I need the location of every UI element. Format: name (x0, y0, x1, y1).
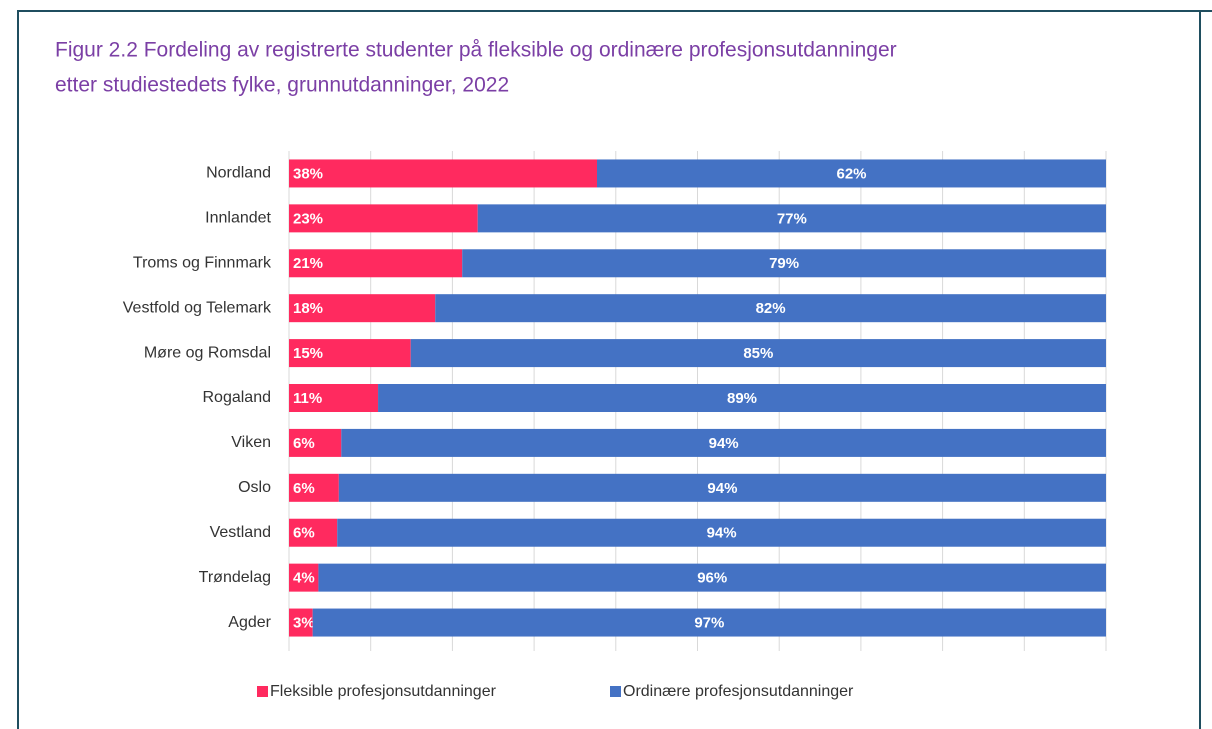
data-label: 77% (777, 210, 807, 227)
bar-segment (289, 473, 339, 502)
data-label: 79% (769, 255, 799, 272)
data-label: 89% (727, 390, 757, 407)
y-tick-label: Vestfold og Telemark (123, 299, 272, 316)
y-tick-label: Trøndelag (199, 569, 271, 586)
y-tick-label: Møre og Romsdal (144, 344, 271, 361)
data-label: 6% (293, 480, 315, 497)
bar-segment (289, 518, 338, 547)
data-label: 94% (709, 435, 739, 452)
bar-segment (289, 204, 478, 233)
y-tick-label: Viken (231, 434, 271, 451)
y-tick-label: Nordland (206, 165, 271, 182)
bar-segment (289, 428, 342, 457)
bar-segment (289, 294, 436, 323)
y-tick-label: Rogaland (203, 389, 272, 406)
data-label: 94% (707, 480, 737, 497)
bar-segment (289, 563, 319, 592)
bar-segment (312, 608, 1106, 637)
chart-title: etter studiestedets fylke, grunnutdannin… (55, 74, 509, 97)
legend-label: Ordinære profesjonsutdanninger (623, 683, 854, 700)
bar-segment (337, 518, 1106, 547)
data-label: 82% (756, 300, 786, 317)
frame (17, 10, 1212, 729)
bar-segment (435, 294, 1106, 323)
data-label: 94% (707, 525, 737, 542)
chart-title: Figur 2.2 Fordeling av registrerte stude… (55, 39, 897, 62)
bar-segment (338, 473, 1106, 502)
y-tick-label: Oslo (238, 479, 271, 496)
legend-swatch (257, 686, 268, 697)
y-tick-label: Vestland (210, 524, 271, 541)
data-label: 6% (293, 435, 315, 452)
data-label: 15% (293, 345, 323, 362)
bar-segment (477, 204, 1106, 233)
y-tick-label: Innlandet (205, 210, 271, 227)
bar-segment (289, 249, 463, 278)
bar-segment (289, 608, 313, 637)
bar-segment (341, 428, 1107, 457)
data-label: 97% (694, 615, 724, 632)
legend-swatch (610, 686, 621, 697)
data-label: 38% (293, 165, 323, 182)
bar-segment (410, 339, 1106, 368)
bar-segment (318, 563, 1106, 592)
y-tick-label: Troms og Finnmark (133, 254, 272, 271)
data-label: 4% (293, 570, 315, 587)
data-label: 3% (293, 615, 315, 632)
bar-segment (378, 384, 1107, 412)
bar-segment (289, 339, 411, 368)
legend-label: Fleksible profesjonsutdanninger (270, 683, 497, 700)
data-label: 6% (293, 525, 315, 542)
data-label: 18% (293, 300, 323, 317)
bar-segment (289, 384, 379, 412)
data-label: 62% (836, 165, 866, 182)
bar-segment (597, 159, 1106, 188)
y-tick-label: Agder (228, 614, 271, 631)
data-label: 21% (293, 255, 323, 272)
bar-segment (289, 159, 598, 188)
data-label: 96% (697, 570, 727, 587)
data-label: 23% (293, 210, 323, 227)
data-label: 11% (293, 390, 322, 407)
data-label: 85% (743, 345, 773, 362)
bar-segment (462, 249, 1107, 278)
